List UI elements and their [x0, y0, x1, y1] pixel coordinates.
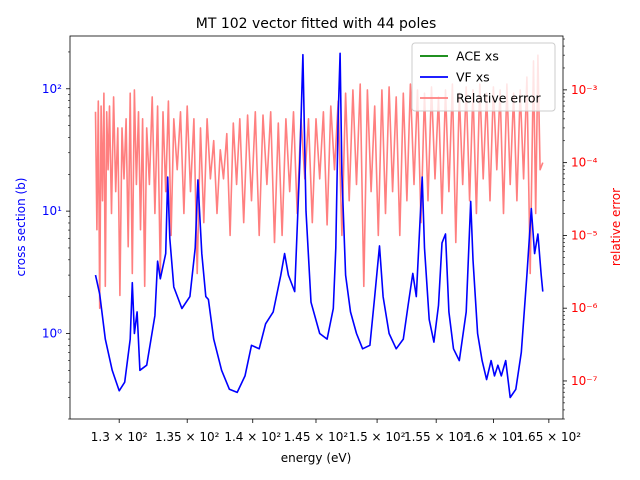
x-tick-label: 1.6 × 10²: [465, 430, 522, 444]
x-tick-label: 1.65 × 10²: [517, 430, 582, 444]
chart-title: MT 102 vector fitted with 44 poles: [196, 16, 437, 32]
left-y-tick-label: 10²: [42, 82, 62, 96]
x-tick-label: 1.5 × 10²: [349, 430, 406, 444]
right-y-tick-label: 10⁻⁷: [571, 374, 598, 388]
left-y-tick-label: 10¹: [42, 204, 62, 218]
vf-xs-layer: [94, 52, 544, 399]
right-y-axis-label: relative error: [609, 188, 623, 266]
right-y-tick-label: 10⁻⁶: [571, 301, 598, 315]
x-tick-label: 1.45 × 10²: [284, 430, 349, 444]
left-y-axis-label: cross section (b): [14, 178, 28, 277]
legend-label: ACE xs: [456, 49, 499, 64]
x-tick-label: 1.55 × 10²: [404, 430, 469, 444]
vf-xs-line: [94, 52, 544, 399]
right-y-tick-label: 10⁻³: [571, 83, 598, 97]
left-y-tick-label: 10⁰: [42, 326, 62, 340]
x-axis-label: energy (eV): [281, 451, 352, 465]
x-tick-label: 1.4 × 10²: [224, 430, 281, 444]
x-tick-label: 1.35 × 10²: [155, 430, 220, 444]
legend-label: VF xs: [456, 70, 490, 85]
legend-label: Relative error: [456, 91, 542, 106]
right-y-tick-label: 10⁻⁴: [571, 156, 598, 170]
legend-box: [411, 42, 556, 112]
legend: ACE xs VF xs Relative error: [411, 42, 556, 112]
right-y-tick-label: 10⁻⁵: [571, 228, 598, 242]
axes-layer: 1.3 × 10² 1.35 × 10² 1.4 × 10² 1.45 × 10² 1.…: [42, 35, 598, 444]
plot-frame: [69, 35, 564, 420]
x-tick-label: 1.3 × 10²: [91, 430, 148, 444]
